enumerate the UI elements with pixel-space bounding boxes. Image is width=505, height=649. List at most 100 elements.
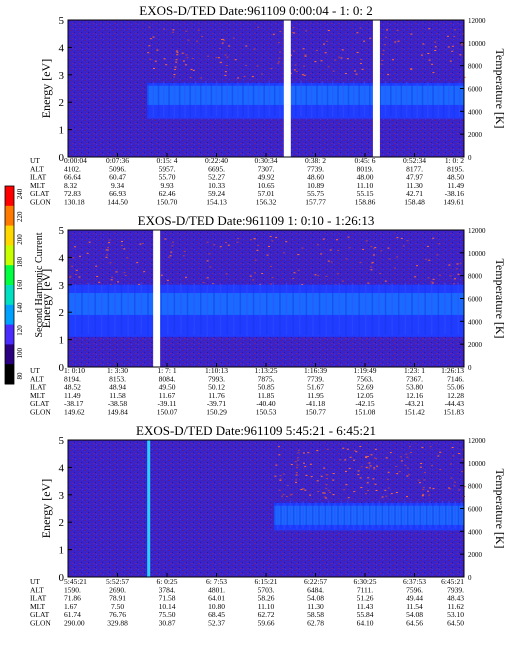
noise-dot	[283, 252, 286, 254]
noise-dot	[304, 54, 307, 56]
ephemeris-value: 10.65	[258, 181, 275, 190]
noise-dot	[370, 266, 373, 268]
noise-dot	[292, 27, 295, 29]
noise-dot	[422, 494, 425, 496]
noise-dot	[278, 454, 281, 456]
ephemeris-table: UT 5:45:21 5:52:57 6: 0:25 6: 7:53 6:15:21 6:2…	[30, 577, 464, 628]
ephemeris-value: 149.62	[64, 408, 85, 417]
band-texture	[411, 82, 413, 118]
band-texture	[340, 500, 342, 529]
y-tick-label: 5	[59, 225, 65, 237]
noise-dot	[461, 458, 464, 460]
band-texture	[351, 283, 354, 336]
ephemeris-value: 7993.	[208, 374, 225, 383]
noise-dot	[295, 479, 298, 481]
noise-dot	[290, 464, 293, 465]
noise-dot	[448, 487, 450, 489]
y2-axis-label: Temperature [K]	[493, 258, 505, 338]
band-texture	[194, 80, 197, 117]
band-texture	[74, 284, 77, 337]
noise-dot	[123, 272, 126, 274]
ephemeris-value: 11.10	[258, 602, 275, 611]
noise-dot	[330, 261, 333, 263]
noise-dot	[373, 467, 376, 469]
ephemeris-row-label: ALT	[30, 585, 44, 594]
noise-dot	[295, 472, 298, 473]
noise-dot	[163, 28, 166, 30]
noise-dot	[300, 489, 303, 490]
ephemeris-value: 150.70	[157, 198, 178, 207]
noise-dot	[266, 254, 269, 256]
ephemeris-value: 10.80	[208, 602, 225, 611]
ephemeris-value: 6484.	[307, 585, 324, 594]
noise-dot	[271, 240, 274, 242]
band-texture	[173, 83, 176, 119]
band-texture	[263, 82, 265, 118]
band-texture	[168, 81, 170, 117]
band-texture	[140, 282, 143, 335]
noise-dot	[325, 497, 328, 499]
noise-dot	[367, 490, 369, 491]
noise-dot	[185, 276, 187, 278]
ephemeris-value: 144.50	[107, 198, 128, 207]
noise-dot	[406, 456, 409, 458]
noise-dot	[357, 470, 360, 472]
noise-dot	[320, 253, 323, 255]
band-texture	[342, 82, 345, 118]
noise-dot	[428, 28, 431, 30]
band-texture	[445, 501, 447, 529]
spectrogram-panel-2: EXOS-D/TED Date:961109 1: 0:10 - 1:26:13…	[30, 213, 505, 417]
noise-dot	[206, 260, 209, 262]
ephemeris-value: 11.58	[109, 391, 126, 400]
noise-dot	[343, 489, 346, 491]
noise-dot	[72, 257, 75, 259]
band-texture	[68, 284, 70, 337]
noise-dot	[279, 478, 282, 480]
ephemeris-row-label: GLON	[30, 408, 51, 417]
noise-dot	[395, 492, 398, 493]
noise-dot	[189, 76, 192, 78]
band-texture	[310, 82, 313, 118]
noise-dot	[221, 39, 223, 40]
band-texture	[435, 502, 437, 530]
ephemeris-value: 11.49	[64, 391, 81, 400]
ephemeris-value: 7563.	[357, 374, 374, 383]
noise-dot	[182, 255, 185, 257]
noise-dot	[392, 59, 394, 61]
noise-dot	[251, 76, 254, 78]
band-texture	[337, 81, 339, 118]
y-tick-label: 2	[59, 97, 65, 109]
band-texture	[213, 282, 215, 335]
noise-dot	[174, 69, 177, 70]
noise-dot	[221, 42, 224, 44]
vertical-spike	[147, 440, 151, 577]
band-texture	[450, 282, 453, 335]
noise-dot	[345, 258, 348, 260]
noise-dot	[295, 481, 297, 483]
noise-dot	[325, 40, 328, 42]
noise-dot	[282, 473, 285, 475]
band-texture	[242, 80, 244, 117]
ephemeris-value: 8177.	[406, 164, 423, 173]
noise-dot	[424, 472, 426, 474]
ephemeris-value: -41.18	[306, 399, 326, 408]
ephemeris-value: 7.50	[111, 602, 124, 611]
band-texture	[120, 283, 123, 336]
noise-dot	[126, 257, 129, 259]
noise-dot	[107, 247, 110, 248]
band-texture	[252, 283, 255, 336]
noise-dot	[428, 59, 431, 61]
ephemeris-row-label: ALT	[30, 374, 44, 383]
band-texture	[160, 283, 162, 336]
ephemeris-row-label: UT	[30, 577, 40, 586]
noise-dot	[356, 32, 359, 34]
noise-dot	[423, 479, 426, 481]
noise-dot	[448, 264, 451, 266]
noise-dot	[148, 45, 151, 47]
y2-axis-label: Temperature [K]	[493, 468, 505, 548]
noise-dot	[450, 477, 453, 479]
colorbar-tick: 80	[16, 372, 24, 380]
y-tick-label: 0	[59, 362, 65, 374]
band-texture	[152, 82, 154, 118]
ephemeris-value: 1: 3:30	[107, 366, 128, 375]
